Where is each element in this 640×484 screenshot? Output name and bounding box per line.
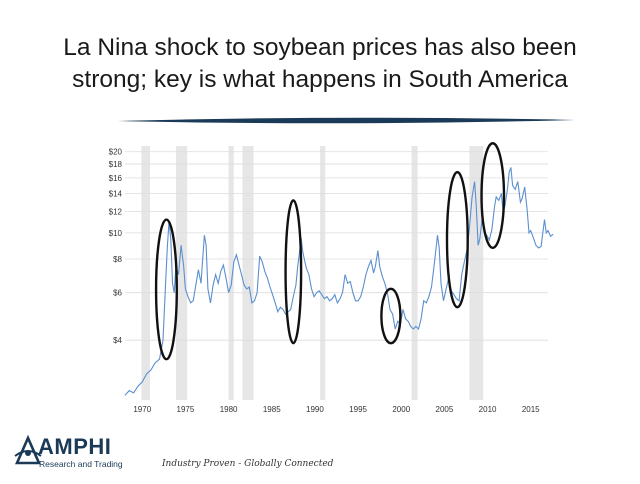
y-tick-label: $8	[113, 255, 122, 264]
x-tick-label: 1975	[177, 405, 195, 414]
x-tick-label: 1985	[263, 405, 281, 414]
slide-title-line-2: strong; key is what happens in South Ame…	[72, 66, 568, 93]
shaded-period	[175, 146, 188, 400]
shaded-period	[242, 146, 254, 400]
x-tick-label: 2015	[522, 405, 540, 414]
shaded-period	[228, 146, 234, 400]
brand-name: AMPHI	[38, 434, 112, 459]
y-tick-label: $4	[113, 336, 122, 345]
highlight-ellipse	[445, 170, 469, 309]
highlight-ellipse	[480, 142, 506, 250]
y-tick-label: $18	[109, 160, 123, 169]
title-underline	[118, 117, 575, 124]
recession-shading	[141, 146, 484, 400]
highlight-ellipse	[380, 287, 402, 345]
x-tick-label: 2000	[392, 405, 410, 414]
y-tick-label: $16	[109, 174, 123, 183]
x-axis-ticks: 1970 1975 1980 1985 1990 1995 2000 2005 2010 2015	[133, 405, 540, 414]
y-tick-label: $6	[113, 289, 122, 298]
slide-title: La Nina shock to soybean prices has also…	[20, 32, 620, 96]
amphi-logo-icon	[14, 434, 42, 465]
brand-subtitle: Research and Trading	[39, 459, 123, 469]
y-tick-label: $12	[109, 208, 123, 217]
slide-title-line-1: La Nina shock to soybean prices has also…	[63, 34, 577, 61]
y-tick-label: $10	[109, 229, 123, 238]
shaded-period	[411, 146, 418, 400]
shaded-period	[141, 146, 151, 400]
x-tick-label: 1980	[220, 405, 238, 414]
soybean-price-chart: $20 $18 $16 $14 $12 $10 $8 $6 $4 1970 1975 1980 198…	[109, 142, 554, 414]
shaded-period	[320, 146, 326, 400]
x-tick-label: 1995	[349, 405, 367, 414]
shaded-period	[469, 146, 484, 400]
highlight-ellipse	[284, 199, 303, 345]
x-tick-label: 1990	[306, 405, 324, 414]
y-tick-label: $20	[109, 148, 123, 157]
grid-lines	[125, 151, 548, 341]
y-axis-ticks: $20 $18 $16 $14 $12 $10 $8 $6 $4	[109, 148, 123, 345]
x-tick-label: 1970	[133, 405, 151, 414]
x-tick-label: 2005	[436, 405, 454, 414]
y-tick-label: $14	[109, 189, 123, 198]
highlight-ellipses	[154, 142, 506, 361]
brand-tagline: Industry Proven - Globally Connected	[162, 459, 334, 469]
x-tick-label: 2010	[479, 405, 497, 414]
highlight-ellipse	[154, 218, 178, 361]
price-series-line	[124, 167, 554, 396]
